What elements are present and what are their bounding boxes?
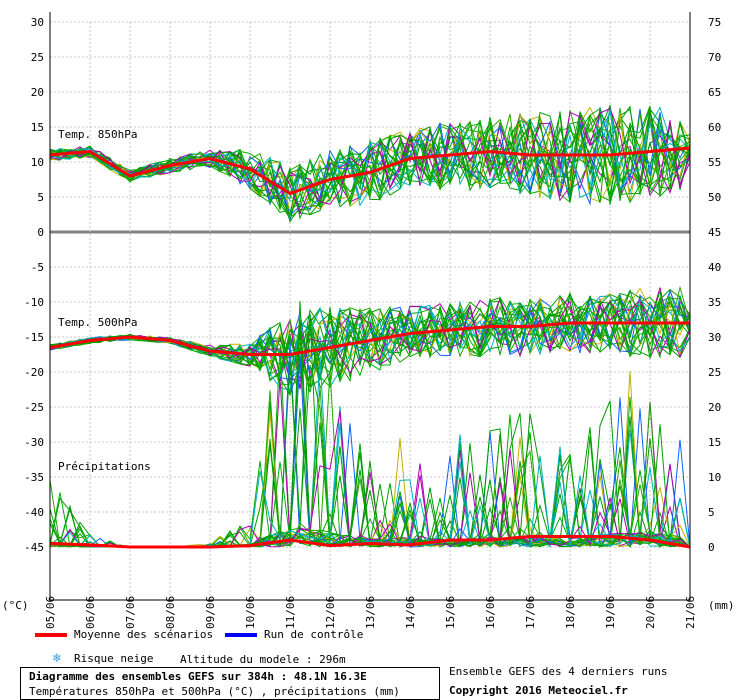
right-tick-label: 20 (708, 401, 721, 414)
precip-mean-line (49, 535, 691, 549)
left-tick-label: 5 (37, 191, 44, 204)
altitude-label: Altitude du modele : 296m (180, 653, 346, 666)
ensemble-label: Ensemble GEFS des 4 derniers runs (449, 665, 668, 678)
right-tick-label: 65 (708, 86, 721, 99)
ensemble-member-line (49, 112, 691, 217)
left-tick-label: 25 (31, 51, 44, 64)
t500-label: Temp. 500hPa (58, 316, 137, 329)
right-tick-label: 75 (708, 16, 721, 29)
ensemble-member-line (49, 108, 691, 201)
x-tick-label: 13/06 (364, 596, 377, 629)
left-tick-label: -45 (24, 541, 44, 554)
x-tick-label: 18/06 (564, 596, 577, 629)
right-tick-label: 70 (708, 51, 721, 64)
right-tick-label: 10 (708, 471, 721, 484)
x-tick-label: 14/06 (404, 596, 417, 629)
x-tick-label: 10/06 (244, 596, 257, 629)
left-tick-label: -5 (31, 261, 44, 274)
x-tick-label: 08/06 (164, 596, 177, 629)
ensemble-member-line (49, 291, 691, 390)
precip-label: Précipitations (58, 460, 151, 473)
left-tick-label: 20 (31, 86, 44, 99)
right-tick-label: 60 (708, 121, 721, 134)
left-tick-label: -10 (24, 296, 44, 309)
mean-lines (49, 146, 691, 549)
right-tick-label: 30 (708, 331, 721, 344)
x-tick-label: 21/06 (684, 596, 697, 629)
ensemble-member-line (49, 104, 691, 208)
x-tick-label: 11/06 (284, 596, 297, 629)
control-legend-label: Run de contrôle (264, 628, 364, 641)
right-tick-label: 35 (708, 296, 721, 309)
right-tick-label: 25 (708, 366, 721, 379)
x-tick-label: 05/06 (44, 596, 57, 629)
info-box-title: Diagramme des ensembles GEFS sur 384h : … (29, 670, 367, 683)
left-tick-label: -20 (24, 366, 44, 379)
mean-line (49, 146, 691, 196)
left-tick-label: -15 (24, 331, 44, 344)
left-tick-label: 0 (37, 226, 44, 239)
x-tick-label: 06/06 (84, 596, 97, 629)
axes (49, 12, 691, 601)
x-tick-label: 16/06 (484, 596, 497, 629)
left-tick-label: 15 (31, 121, 44, 134)
t850-label: Temp. 850hPa (58, 128, 137, 141)
left-tick-label: -25 (24, 401, 44, 414)
x-tick-label: 12/06 (324, 596, 337, 629)
right-unit-label: (mm) (708, 599, 735, 612)
left-tick-label: -40 (24, 506, 44, 519)
snow-legend-label: Risque neige (74, 652, 154, 665)
copyright-label: Copyright 2016 Meteociel.fr (449, 684, 628, 697)
info-box-subtitle: Températures 850hPa et 500hPa (°C) , pré… (29, 685, 400, 698)
tick-labels: 302520151050-5-10-15-20-25-30-35-40-4505… (24, 16, 721, 629)
left-unit-label: (°C) (2, 599, 29, 612)
info-box: Diagramme des ensembles GEFS sur 384h : … (20, 667, 440, 700)
mean-line (49, 321, 690, 356)
left-tick-label: 10 (31, 156, 44, 169)
right-tick-label: 50 (708, 191, 721, 204)
right-tick-label: 55 (708, 156, 721, 169)
mean-legend-label: Moyenne des scénarios (74, 628, 214, 641)
x-tick-label: 07/06 (124, 596, 137, 629)
snowflake-icon: ❄ (53, 651, 61, 666)
x-tick-label: 17/06 (524, 596, 537, 629)
control-swatch (225, 633, 257, 637)
right-tick-label: 15 (708, 436, 721, 449)
left-tick-label: 30 (31, 16, 44, 29)
x-tick-label: 20/06 (644, 596, 657, 629)
right-tick-label: 0 (708, 541, 715, 554)
right-tick-label: 45 (708, 226, 721, 239)
x-tick-label: 09/06 (204, 596, 217, 629)
ensemble-member-line (49, 107, 691, 215)
x-tick-label: 19/06 (604, 596, 617, 629)
right-tick-label: 40 (708, 261, 721, 274)
left-tick-label: -35 (24, 471, 44, 484)
mean-swatch (35, 633, 67, 637)
right-tick-label: 5 (708, 506, 715, 519)
ensemble-member-line (49, 290, 691, 381)
x-tick-label: 15/06 (444, 596, 457, 629)
left-tick-label: -30 (24, 436, 44, 449)
